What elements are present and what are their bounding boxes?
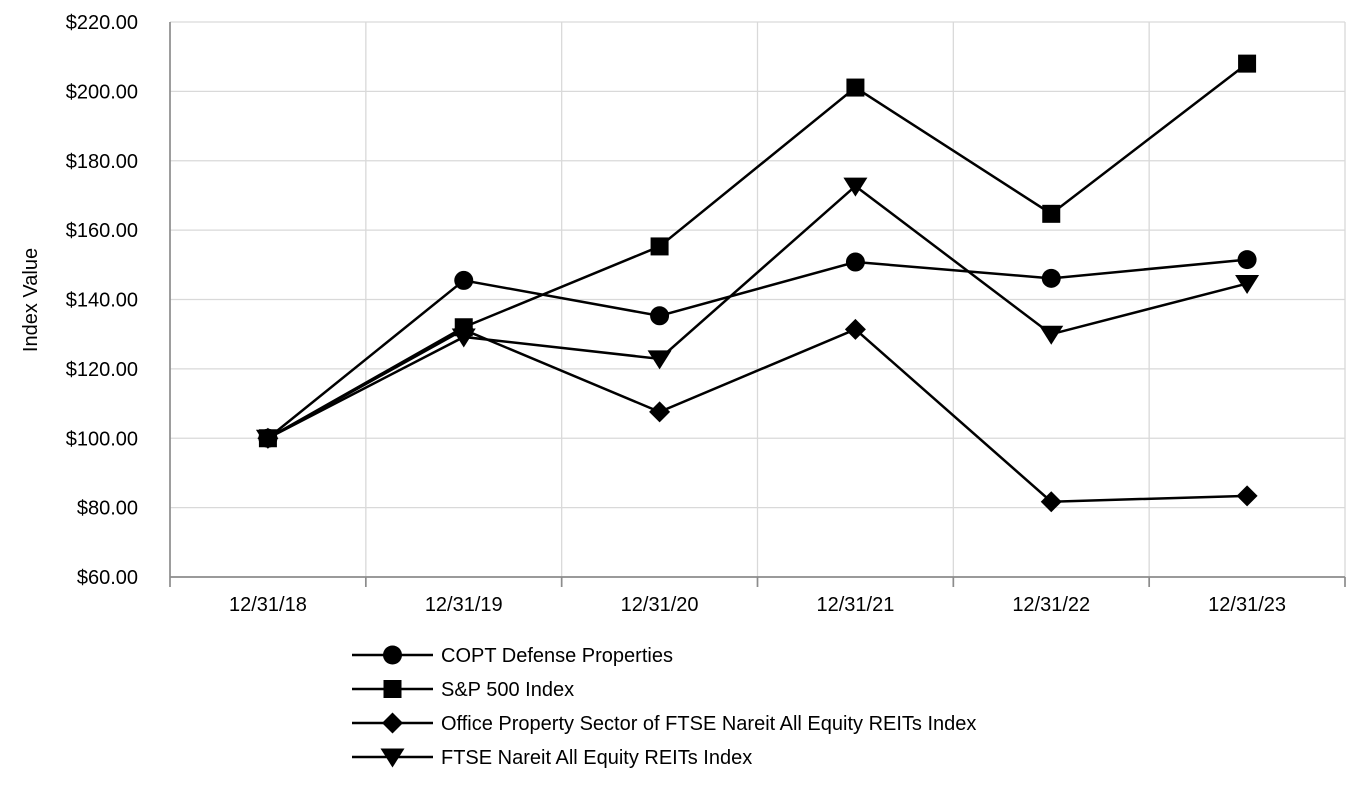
data-point-marker bbox=[1237, 250, 1257, 270]
legend-label: S&P 500 Index bbox=[441, 679, 574, 701]
data-point-marker bbox=[454, 270, 474, 290]
x-tick-label: 12/31/22 bbox=[1012, 594, 1090, 616]
axes bbox=[169, 22, 1346, 587]
x-tick-label: 12/31/19 bbox=[425, 594, 503, 616]
legend-item: Office Property Sector of FTSE Nareit Al… bbox=[352, 712, 976, 735]
data-point-marker bbox=[1235, 275, 1260, 295]
data-point-marker bbox=[650, 306, 670, 326]
data-point-marker bbox=[647, 350, 672, 370]
legend-item: COPT Defense Properties bbox=[352, 645, 673, 667]
data-point-marker bbox=[843, 177, 868, 197]
x-tick-label: 12/31/23 bbox=[1208, 594, 1286, 616]
data-point-marker bbox=[846, 78, 865, 97]
y-tick-label: $100.00 bbox=[66, 428, 138, 450]
legend-diamond-icon bbox=[382, 712, 403, 734]
series-line bbox=[267, 258, 1248, 440]
y-tick-label: $120.00 bbox=[66, 359, 138, 381]
data-point-marker bbox=[1042, 204, 1061, 223]
legend-label: Office Property Sector of FTSE Nareit Al… bbox=[441, 713, 976, 735]
legend-square-icon bbox=[383, 680, 402, 698]
legend-circle-icon bbox=[383, 645, 402, 665]
y-tick-label: $160.00 bbox=[66, 220, 138, 242]
data-point-marker bbox=[845, 252, 865, 272]
y-tick-label: $80.00 bbox=[77, 498, 138, 520]
data-point-marker bbox=[1238, 54, 1257, 73]
legend-label: COPT Defense Properties bbox=[441, 645, 673, 667]
series-line bbox=[267, 62, 1248, 440]
data-point-marker bbox=[258, 429, 277, 448]
data-point-marker bbox=[1039, 325, 1064, 345]
y-axis-title: Index Value bbox=[20, 248, 42, 352]
data-point-marker bbox=[1041, 268, 1061, 288]
series-square bbox=[258, 54, 1257, 448]
y-tick-label: $220.00 bbox=[66, 12, 138, 34]
data-point-marker bbox=[1236, 485, 1258, 507]
x-tick-label: 12/31/20 bbox=[621, 594, 699, 616]
legend-triangle-down-icon bbox=[380, 748, 405, 768]
gridlines bbox=[170, 21, 1346, 577]
y-tick-label: $60.00 bbox=[77, 567, 138, 589]
data-point-marker bbox=[844, 318, 866, 340]
series-line bbox=[267, 327, 1248, 503]
x-tick-label: 12/31/18 bbox=[229, 594, 307, 616]
series-circle bbox=[258, 250, 1257, 448]
axis-labels: $220.00 $200.00 $180.00 $160.00 $140.00 $120.… bbox=[66, 12, 1286, 616]
y-tick-label: $200.00 bbox=[66, 81, 138, 103]
legend-item: FTSE Nareit All Equity REITs Index bbox=[352, 747, 752, 769]
data-point-marker bbox=[650, 237, 669, 256]
legend-label: FTSE Nareit All Equity REITs Index bbox=[441, 747, 752, 769]
data-point-marker bbox=[1040, 491, 1062, 513]
data-point-marker bbox=[649, 401, 671, 423]
series-line bbox=[267, 184, 1248, 440]
x-tick-label: 12/31/21 bbox=[816, 594, 894, 616]
y-tick-label: $180.00 bbox=[66, 151, 138, 173]
data-point-marker bbox=[454, 318, 473, 337]
legend: COPT Defense Properties S&P 500 Index Offi… bbox=[352, 645, 976, 769]
series-lines bbox=[255, 54, 1260, 513]
y-tick-label: $140.00 bbox=[66, 290, 138, 312]
legend-item: S&P 500 Index bbox=[352, 679, 574, 701]
